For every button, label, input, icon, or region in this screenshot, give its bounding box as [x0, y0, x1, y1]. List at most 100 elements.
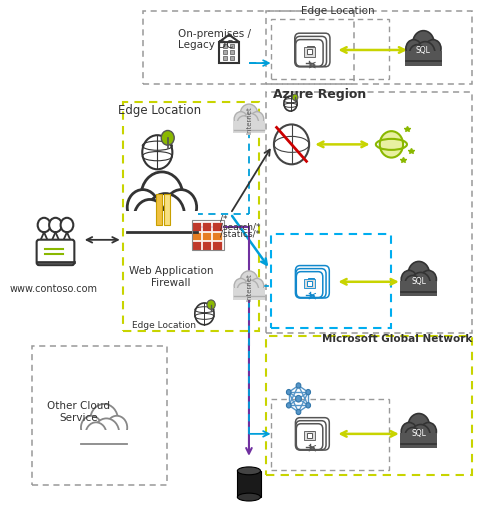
- FancyBboxPatch shape: [304, 277, 318, 287]
- Circle shape: [86, 422, 106, 446]
- FancyBboxPatch shape: [296, 418, 330, 450]
- Bar: [266, 336, 472, 475]
- Text: SQL: SQL: [416, 46, 431, 55]
- Bar: [270, 234, 391, 328]
- Circle shape: [250, 112, 264, 127]
- Circle shape: [380, 131, 403, 157]
- Circle shape: [408, 413, 430, 437]
- Circle shape: [161, 130, 174, 145]
- Circle shape: [292, 94, 298, 101]
- Circle shape: [49, 218, 62, 232]
- Circle shape: [60, 218, 74, 232]
- FancyBboxPatch shape: [304, 426, 320, 439]
- Circle shape: [410, 45, 425, 63]
- FancyBboxPatch shape: [308, 47, 314, 53]
- Circle shape: [411, 425, 430, 446]
- FancyBboxPatch shape: [308, 44, 316, 52]
- Text: Other Cloud
Service: Other Cloud Service: [47, 401, 110, 422]
- FancyBboxPatch shape: [307, 433, 312, 438]
- Bar: [234, 121, 264, 134]
- Circle shape: [296, 383, 301, 388]
- Bar: [122, 102, 259, 331]
- Bar: [270, 399, 388, 470]
- Bar: [144, 11, 354, 84]
- Text: Microsoft Global Network: Microsoft Global Network: [322, 334, 472, 344]
- FancyBboxPatch shape: [304, 274, 320, 287]
- Circle shape: [240, 271, 258, 291]
- FancyBboxPatch shape: [307, 281, 312, 286]
- Circle shape: [286, 390, 291, 395]
- Circle shape: [142, 135, 172, 169]
- Circle shape: [240, 104, 258, 124]
- FancyBboxPatch shape: [308, 276, 316, 284]
- FancyBboxPatch shape: [304, 431, 315, 440]
- Circle shape: [274, 125, 309, 164]
- Text: /*: /*: [220, 215, 228, 224]
- Bar: [192, 241, 202, 250]
- Text: Internet: Internet: [246, 106, 252, 134]
- Bar: [222, 50, 226, 54]
- Circle shape: [296, 409, 301, 414]
- Bar: [405, 50, 442, 66]
- Circle shape: [416, 42, 435, 64]
- Bar: [202, 241, 211, 250]
- Bar: [36, 261, 74, 263]
- Bar: [230, 44, 234, 48]
- Circle shape: [425, 40, 441, 58]
- Text: Web Application
Firewall: Web Application Firewall: [129, 266, 214, 288]
- Circle shape: [401, 270, 417, 288]
- FancyBboxPatch shape: [308, 278, 314, 285]
- Circle shape: [413, 31, 434, 55]
- Bar: [266, 92, 472, 333]
- FancyBboxPatch shape: [296, 269, 326, 298]
- Circle shape: [242, 280, 258, 298]
- FancyBboxPatch shape: [296, 40, 323, 66]
- Circle shape: [296, 395, 302, 402]
- Bar: [126, 211, 198, 241]
- Bar: [234, 288, 264, 300]
- Text: /search/*: /search/*: [220, 222, 260, 231]
- Bar: [212, 222, 222, 231]
- FancyBboxPatch shape: [308, 428, 316, 436]
- Circle shape: [195, 303, 214, 325]
- Circle shape: [406, 40, 421, 58]
- Text: Azure Region: Azure Region: [273, 88, 366, 101]
- Bar: [192, 220, 224, 250]
- Circle shape: [237, 282, 250, 298]
- Bar: [192, 222, 202, 231]
- Text: Internet: Internet: [246, 273, 252, 301]
- FancyBboxPatch shape: [296, 424, 323, 449]
- Polygon shape: [219, 35, 239, 42]
- FancyBboxPatch shape: [304, 47, 315, 57]
- Circle shape: [207, 300, 215, 310]
- Ellipse shape: [238, 493, 260, 501]
- FancyBboxPatch shape: [304, 279, 315, 288]
- Circle shape: [81, 416, 102, 439]
- Text: /statics/*: /statics/*: [220, 229, 260, 239]
- Circle shape: [404, 276, 420, 293]
- Circle shape: [242, 113, 258, 132]
- Bar: [219, 42, 239, 63]
- Bar: [266, 11, 472, 84]
- Circle shape: [234, 278, 247, 294]
- Circle shape: [250, 278, 264, 294]
- Bar: [212, 232, 222, 240]
- Text: On-premises /
Legacy DC: On-premises / Legacy DC: [178, 29, 251, 50]
- Bar: [202, 222, 211, 231]
- Circle shape: [234, 112, 247, 127]
- Ellipse shape: [238, 467, 260, 475]
- Circle shape: [411, 272, 430, 294]
- Bar: [212, 241, 222, 250]
- FancyBboxPatch shape: [296, 266, 330, 298]
- Circle shape: [237, 116, 250, 131]
- Circle shape: [401, 422, 417, 440]
- Text: Edge Location: Edge Location: [132, 321, 196, 330]
- Circle shape: [134, 199, 166, 235]
- FancyBboxPatch shape: [304, 45, 318, 56]
- Bar: [222, 44, 226, 48]
- FancyBboxPatch shape: [304, 41, 320, 55]
- Bar: [238, 471, 260, 497]
- Bar: [202, 232, 211, 240]
- Text: Edge Location: Edge Location: [301, 6, 374, 16]
- FancyBboxPatch shape: [306, 49, 312, 55]
